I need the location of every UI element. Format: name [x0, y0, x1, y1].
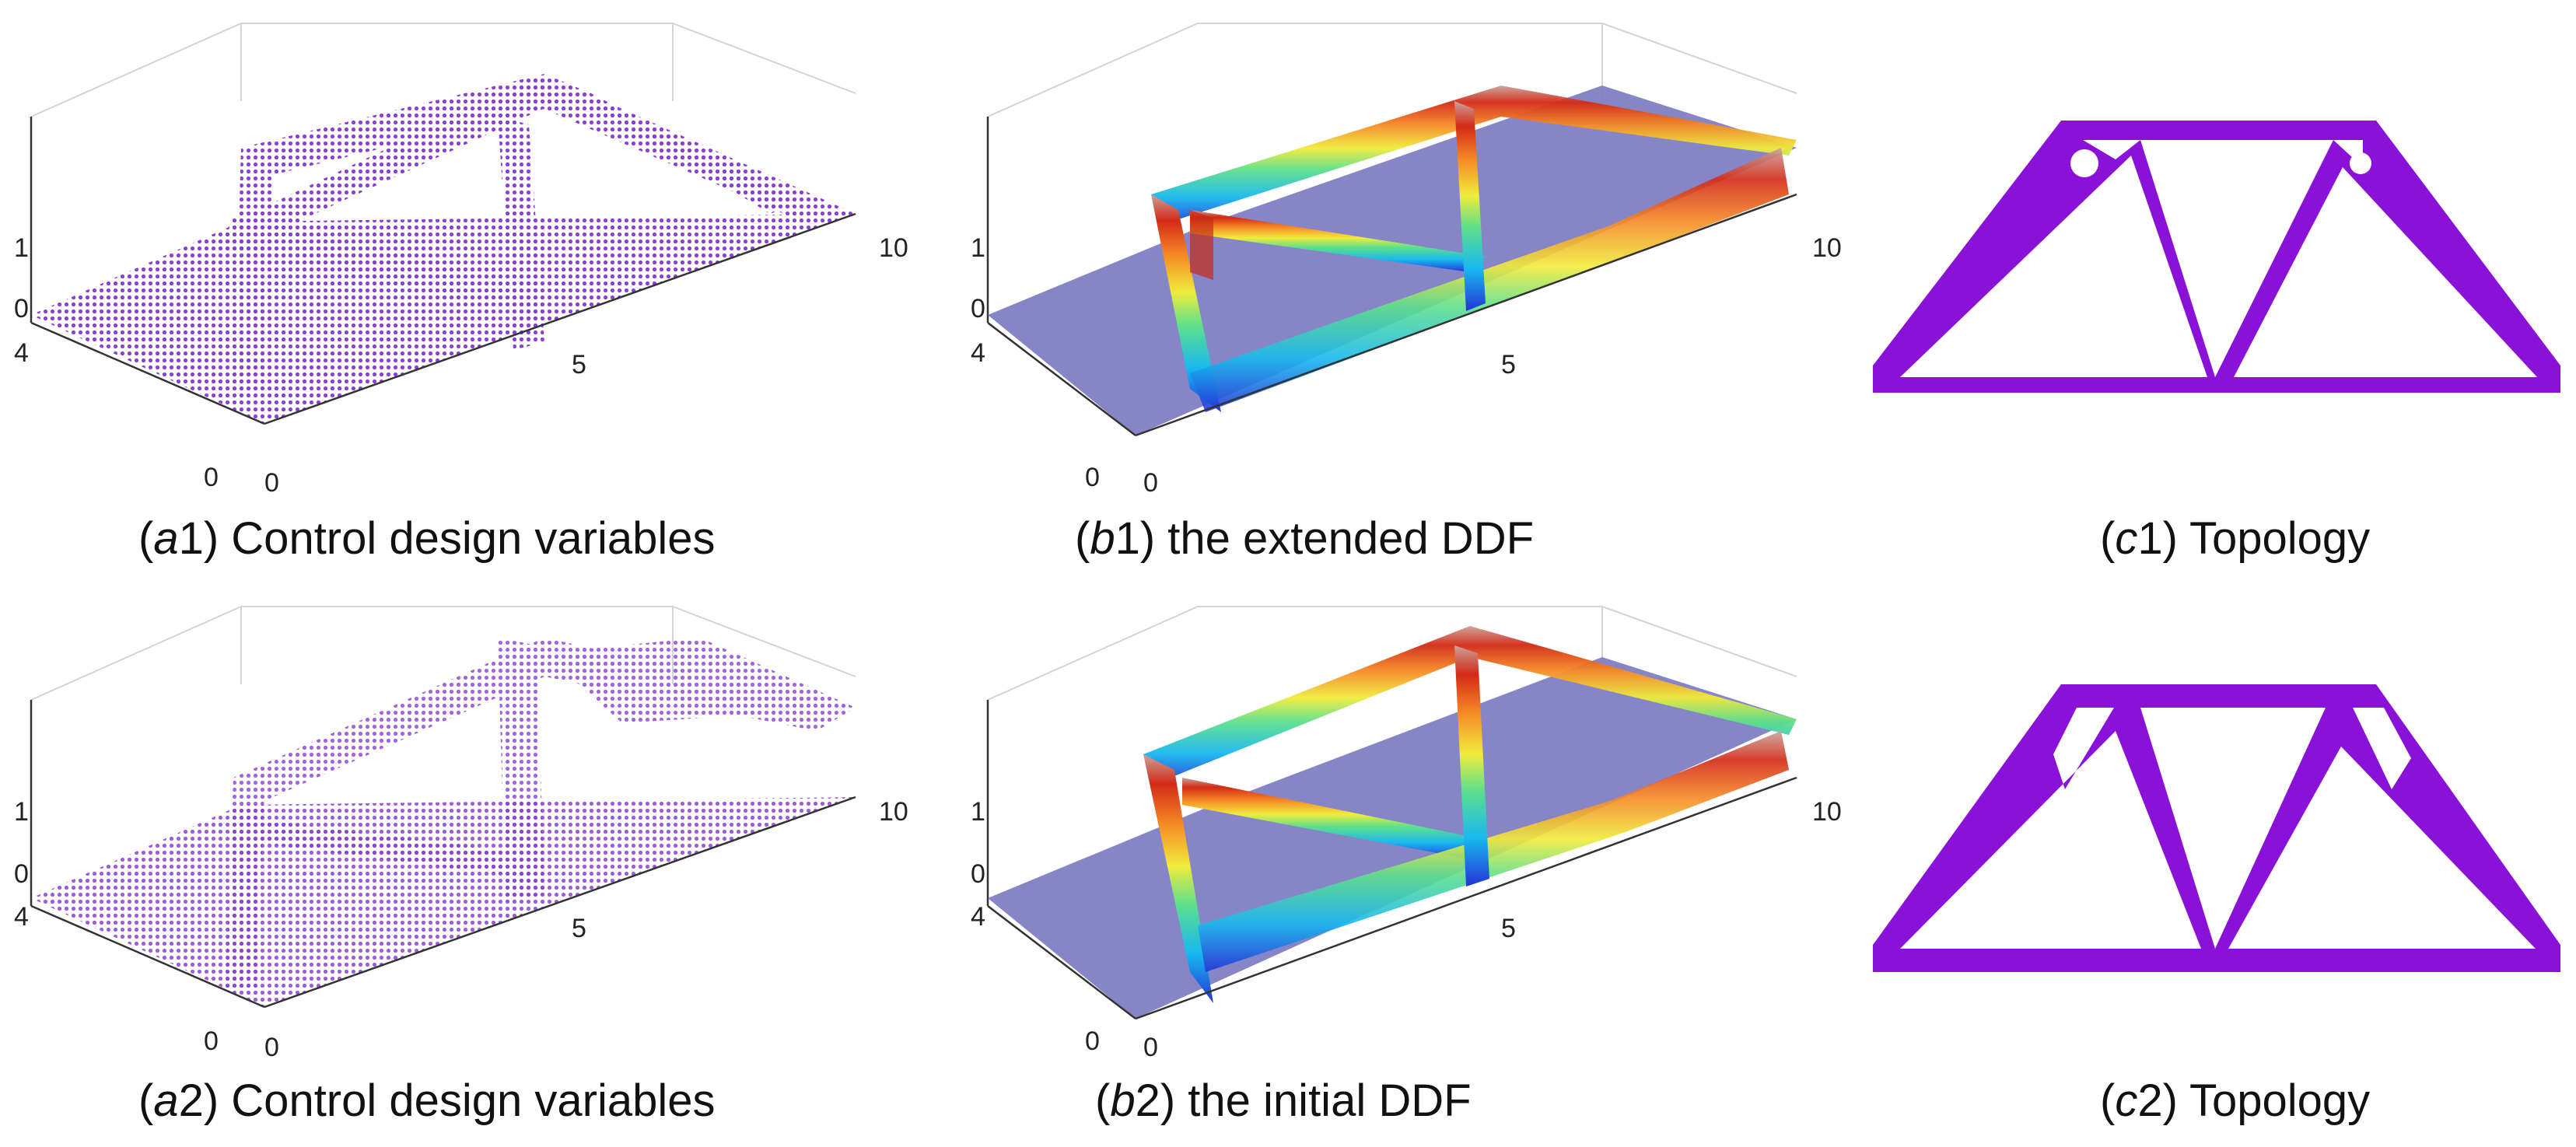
z-tick-1: 1 — [14, 797, 29, 827]
z-tick-0: 0 — [971, 859, 985, 889]
caption-b1: (b1) the extended DDF — [1075, 513, 1534, 564]
y-tick-4: 4 — [971, 338, 985, 368]
caption-a1: (a1) Control design variables — [138, 513, 716, 564]
axes — [30, 212, 856, 425]
x-tick-10: 10 — [1812, 233, 1842, 263]
x-tick-0: 0 — [1143, 1033, 1158, 1062]
x-tick-5: 5 — [572, 350, 586, 379]
x-tick-5: 5 — [1501, 914, 1516, 943]
caption-b2: (b2) the initial DDF — [1095, 1075, 1472, 1126]
x-tick-10: 10 — [1812, 797, 1842, 827]
panel-b1-extended-ddf: 1 0 4 0 0 5 10 (b1) the extended DDF — [971, 23, 1842, 564]
x-tick-0: 0 — [1143, 468, 1158, 498]
panel-b2-initial-ddf: 1 0 4 0 0 5 10 (b2) the initial DDF — [971, 606, 1842, 1126]
z-tick-0: 0 — [14, 859, 29, 889]
panel-a2-control-design-variables: 1 0 4 0 0 5 10 (a2) Control design varia… — [14, 606, 908, 1126]
panel-c2-topology: (c2) Topology — [1873, 684, 2560, 1126]
z-tick-1: 1 — [971, 233, 985, 263]
caption-a2: (a2) Control design variables — [138, 1075, 716, 1126]
bounding-box — [986, 606, 1797, 906]
bounding-box — [30, 23, 856, 323]
axes — [30, 796, 856, 1009]
bounding-box — [986, 23, 1797, 323]
x-tick-5: 5 — [572, 914, 586, 943]
y-tick-0: 0 — [1085, 463, 1100, 492]
panel-a1-control-design-variables: 1 0 4 0 0 5 10 (a1) Control design varia… — [14, 23, 908, 564]
dot-floor — [31, 797, 856, 1007]
y-tick-4: 4 — [971, 902, 985, 932]
x-tick-0: 0 — [264, 468, 279, 498]
caption-c2: (c2) Topology — [2100, 1075, 2370, 1126]
ddf-surface — [1151, 86, 1797, 412]
z-tick-1: 1 — [971, 797, 985, 827]
x-tick-5: 5 — [1501, 350, 1516, 379]
y-tick-0: 0 — [1085, 1026, 1100, 1056]
z-tick-0: 0 — [14, 294, 29, 323]
y-tick-4: 4 — [14, 338, 29, 368]
dot-structure — [218, 74, 856, 400]
y-tick-0: 0 — [204, 1026, 219, 1056]
axes — [987, 193, 1797, 437]
x-tick-10: 10 — [879, 233, 908, 263]
truss-shape — [1873, 121, 2560, 393]
panel-c1-topology: (c1) Topology — [1873, 121, 2560, 564]
dot-structure — [226, 638, 856, 988]
axes — [987, 776, 1797, 1020]
ddf-surface — [1143, 626, 1797, 1003]
x-tick-10: 10 — [879, 797, 908, 827]
truss-shape — [1873, 684, 2560, 972]
caption-c1: (c1) Topology — [2100, 513, 2370, 564]
dot-floor — [31, 214, 856, 424]
x-tick-0: 0 — [264, 1033, 279, 1062]
z-tick-0: 0 — [971, 294, 985, 323]
y-tick-4: 4 — [14, 902, 29, 932]
y-tick-0: 0 — [204, 463, 219, 492]
z-tick-1: 1 — [14, 233, 29, 263]
